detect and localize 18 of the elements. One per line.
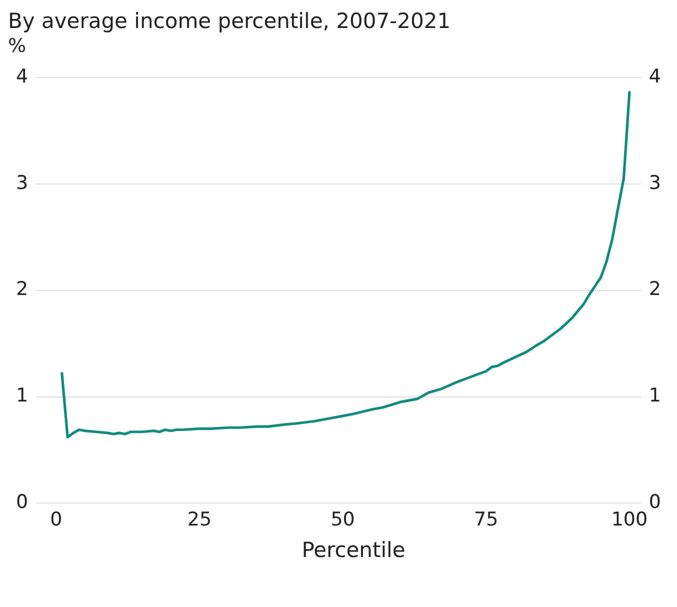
chart-title: By average income percentile, 2007-2021 [8, 8, 452, 34]
y2-tick-label: 2 [648, 278, 662, 300]
x-tick-label: 100 [611, 508, 648, 531]
x-tick-label: 75 [474, 508, 498, 531]
y2-tick-label: 3 [648, 172, 662, 194]
y2-tick-label: 4 [648, 65, 662, 88]
x-axis-title: Percentile [300, 538, 406, 562]
y-tick-label: 2 [16, 278, 28, 300]
x-tick-label: 50 [330, 508, 355, 531]
y-tick-label: 4 [16, 65, 28, 88]
y-tick-label: 3 [16, 172, 28, 194]
y2-tick-label: 0 [648, 491, 662, 514]
x-tick-label: 25 [187, 508, 212, 531]
y-axis-title: % [8, 34, 28, 58]
x-tick-label: 0 [50, 508, 62, 531]
y2-tick-label: 1 [648, 384, 662, 407]
y-tick-label: 1 [16, 384, 28, 407]
y-tick-label: 0 [16, 491, 28, 514]
